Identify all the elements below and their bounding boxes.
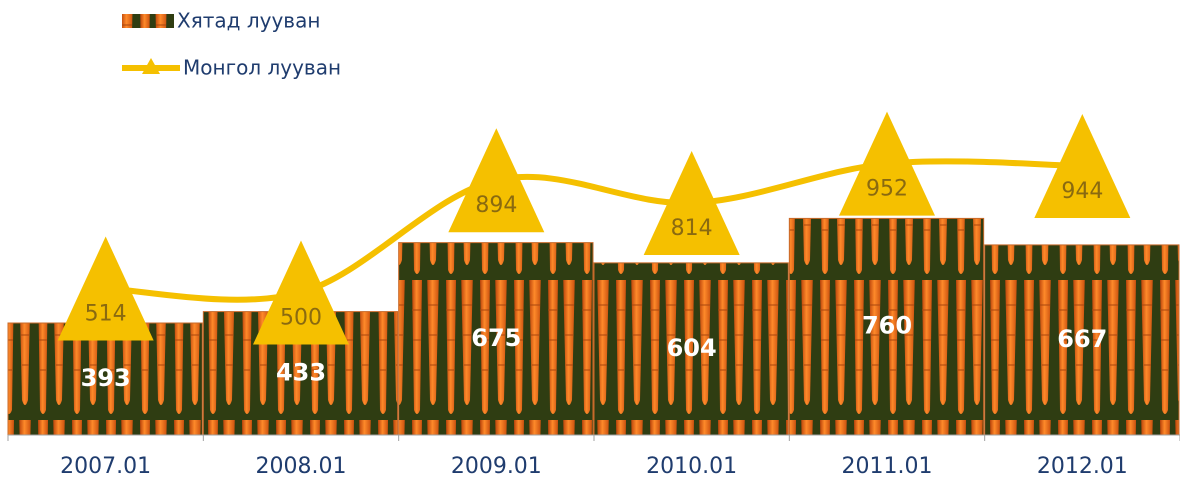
bar-value-label: 667: [1057, 325, 1107, 353]
bar-value-label: 393: [81, 364, 131, 392]
legend-swatch-bar: [122, 14, 174, 28]
line-value-label: 894: [475, 193, 517, 218]
x-tick-label: 2009.01: [451, 454, 542, 479]
bar-value-label: 604: [667, 334, 717, 362]
legend-label: Монгол лууван: [183, 56, 341, 80]
line-value-label: 944: [1061, 179, 1103, 204]
line-value-label: 952: [866, 177, 908, 202]
x-tick-label: 2011.01: [842, 454, 933, 479]
bar-value-label: 433: [276, 358, 326, 386]
bar-value-label: 760: [862, 312, 912, 340]
legend: Хятад лууван Монгол лууван: [122, 9, 341, 80]
x-tick-label: 2010.01: [646, 454, 737, 479]
line-value-label: 814: [671, 216, 713, 241]
line-value-label: 514: [85, 302, 127, 327]
x-tick-label: 2008.01: [256, 454, 347, 479]
x-tick-label: 2007.01: [60, 454, 151, 479]
line-value-label: 500: [280, 306, 322, 331]
bar-value-label: 675: [471, 324, 521, 352]
x-tick-label: 2012.01: [1037, 454, 1128, 479]
legend-label: Хятад лууван: [177, 9, 320, 33]
